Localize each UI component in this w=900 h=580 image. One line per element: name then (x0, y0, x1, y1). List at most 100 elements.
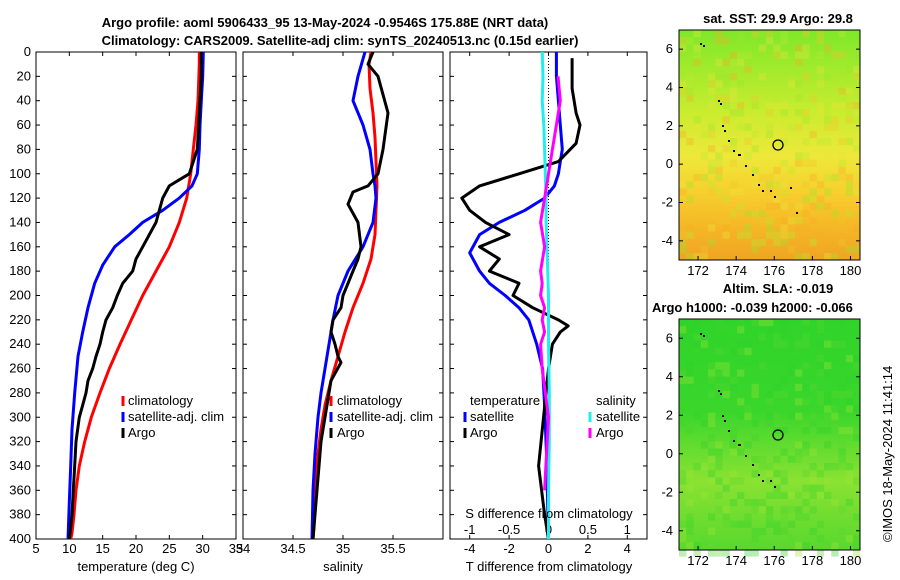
map-cell (773, 455, 781, 463)
map-cell (780, 319, 788, 327)
map-cell (758, 499, 767, 507)
map-cell (809, 506, 817, 514)
map-cell (729, 231, 738, 239)
map-cell (802, 51, 810, 59)
map-cell (729, 87, 738, 95)
map-cell (809, 491, 817, 499)
map-cell (824, 73, 832, 81)
map-cell (809, 94, 817, 102)
map-cell (838, 455, 846, 463)
map-cell (838, 238, 846, 246)
map-cell (773, 391, 781, 399)
map-cell (766, 202, 774, 210)
map-cell (722, 347, 730, 355)
map-cell (824, 51, 832, 59)
map-cell (795, 441, 803, 449)
map-cell (853, 224, 861, 232)
sla-argo-marker (772, 429, 784, 441)
map-cell (679, 44, 687, 52)
map-cell (708, 87, 716, 95)
map-x-tick-label: 176 (763, 263, 785, 278)
map-cell (773, 412, 781, 420)
map-cell (729, 58, 738, 66)
map-cell (816, 37, 825, 45)
map-cell (693, 116, 701, 124)
map-cell (780, 102, 788, 110)
map-cell (693, 347, 701, 355)
sla-map-texture (679, 319, 861, 557)
y-tick-label: 300 (9, 409, 31, 424)
map-cell (679, 477, 687, 485)
map-cell (853, 51, 861, 59)
map-cell (780, 549, 788, 557)
map-cell (816, 470, 825, 478)
map-cell (845, 463, 854, 471)
map-cell (758, 210, 767, 218)
map-cell (845, 246, 854, 254)
map-y-tick-label: 4 (666, 80, 673, 95)
map-cell (802, 405, 810, 413)
map-cell (838, 448, 846, 456)
x-tick-label: -0.5 (498, 522, 520, 537)
legend-label-t-argo: Argo (470, 425, 497, 440)
map-y-tick-label: 6 (666, 41, 673, 56)
map-cell (744, 549, 752, 557)
map-cell (787, 412, 796, 420)
map-cell (744, 427, 752, 435)
map-cell (795, 80, 803, 88)
map-cell (737, 123, 745, 131)
map-cell (766, 463, 774, 471)
map-y-tick-label: -2 (661, 195, 673, 210)
map-cell (795, 51, 803, 59)
map-cell (780, 427, 788, 435)
map-cell (795, 513, 803, 521)
map-cell (693, 319, 701, 327)
map-cell (802, 94, 810, 102)
map-cell (809, 383, 817, 391)
map-cell (787, 231, 796, 239)
map-cell (824, 333, 832, 341)
map-cell (809, 412, 817, 420)
map-cell (679, 527, 687, 535)
map-cell (838, 376, 846, 384)
map-cell (773, 138, 781, 146)
x-tick-label: 25 (162, 541, 176, 556)
map-cell (780, 109, 788, 117)
map-cell (700, 491, 709, 499)
map-cell (715, 369, 723, 377)
map-cell (853, 391, 861, 399)
map-cell (751, 30, 759, 38)
map-cell (809, 159, 817, 167)
map-cell (824, 427, 832, 435)
map-cell (751, 506, 759, 514)
map-cell (751, 217, 759, 225)
map-cell (802, 448, 810, 456)
map-cell (853, 66, 861, 74)
map-cell (838, 152, 846, 160)
map-cell (715, 188, 723, 196)
map-cell (693, 549, 701, 557)
map-cell (795, 94, 803, 102)
map-cell (787, 217, 796, 225)
map-cell (693, 542, 701, 550)
map-cell (679, 87, 687, 95)
map-cell (766, 427, 774, 435)
map-cell (679, 326, 687, 334)
map-cell (679, 238, 687, 246)
map-cell (737, 319, 745, 327)
map-x-tick-label: 172 (687, 263, 709, 278)
map-cell (766, 520, 774, 528)
map-cell (751, 391, 759, 399)
difference-series (460, 52, 582, 539)
map-cell (686, 253, 694, 261)
map-cell (722, 116, 730, 124)
map-cell (751, 383, 759, 391)
map-cell (744, 412, 752, 420)
map-cell (679, 130, 687, 138)
legend-label-argo: Argo (337, 425, 364, 440)
map-cell (838, 441, 846, 449)
map-cell (780, 159, 788, 167)
map-cell (824, 391, 832, 399)
map-cell (715, 549, 723, 557)
map-cell (802, 333, 810, 341)
